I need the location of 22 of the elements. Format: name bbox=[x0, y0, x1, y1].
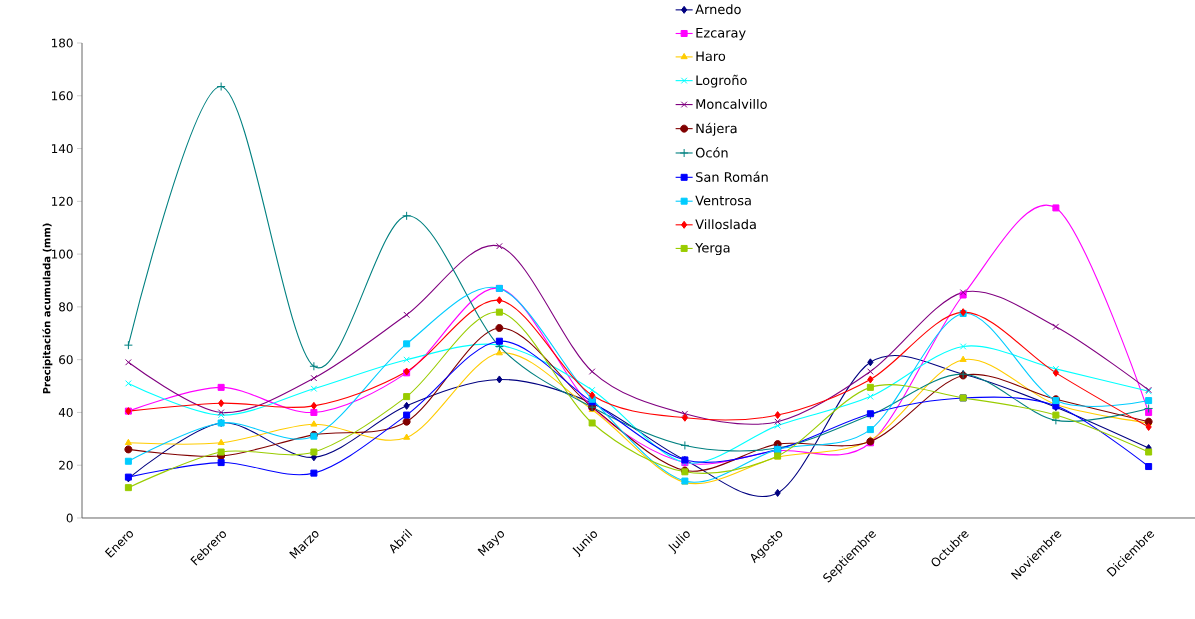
legend-label: Nájera bbox=[696, 122, 737, 136]
y-tick-label: 0 bbox=[66, 513, 73, 523]
legend-label: Ventrosa bbox=[695, 195, 751, 206]
legend-label: Yerga bbox=[695, 242, 730, 256]
y-tick-label: 40 bbox=[58, 407, 73, 417]
legend-label: San Román bbox=[696, 171, 768, 182]
legend-label: Moncalvillo bbox=[696, 98, 767, 109]
legend-label: Villoslada bbox=[695, 219, 756, 230]
legend-label: Haro bbox=[696, 51, 726, 62]
legend-label: Arnedo bbox=[695, 4, 741, 15]
y-tick-label: 180 bbox=[51, 38, 73, 48]
y-tick-label: 120 bbox=[51, 196, 73, 206]
legend-label: Logroño bbox=[696, 74, 747, 88]
y-tick-label: 160 bbox=[51, 91, 73, 101]
y-axis-title: Precipitación acumulada (mm) bbox=[42, 223, 53, 394]
y-tick-label: 80 bbox=[59, 302, 73, 312]
legend-label: Ocón bbox=[695, 147, 728, 158]
y-tick-label: 100 bbox=[51, 249, 73, 259]
y-tick-label: 20 bbox=[59, 460, 73, 470]
y-tick-label: 140 bbox=[51, 144, 73, 154]
y-tick-label: 60 bbox=[59, 355, 73, 365]
legend-label: Ezcaray bbox=[696, 28, 746, 41]
